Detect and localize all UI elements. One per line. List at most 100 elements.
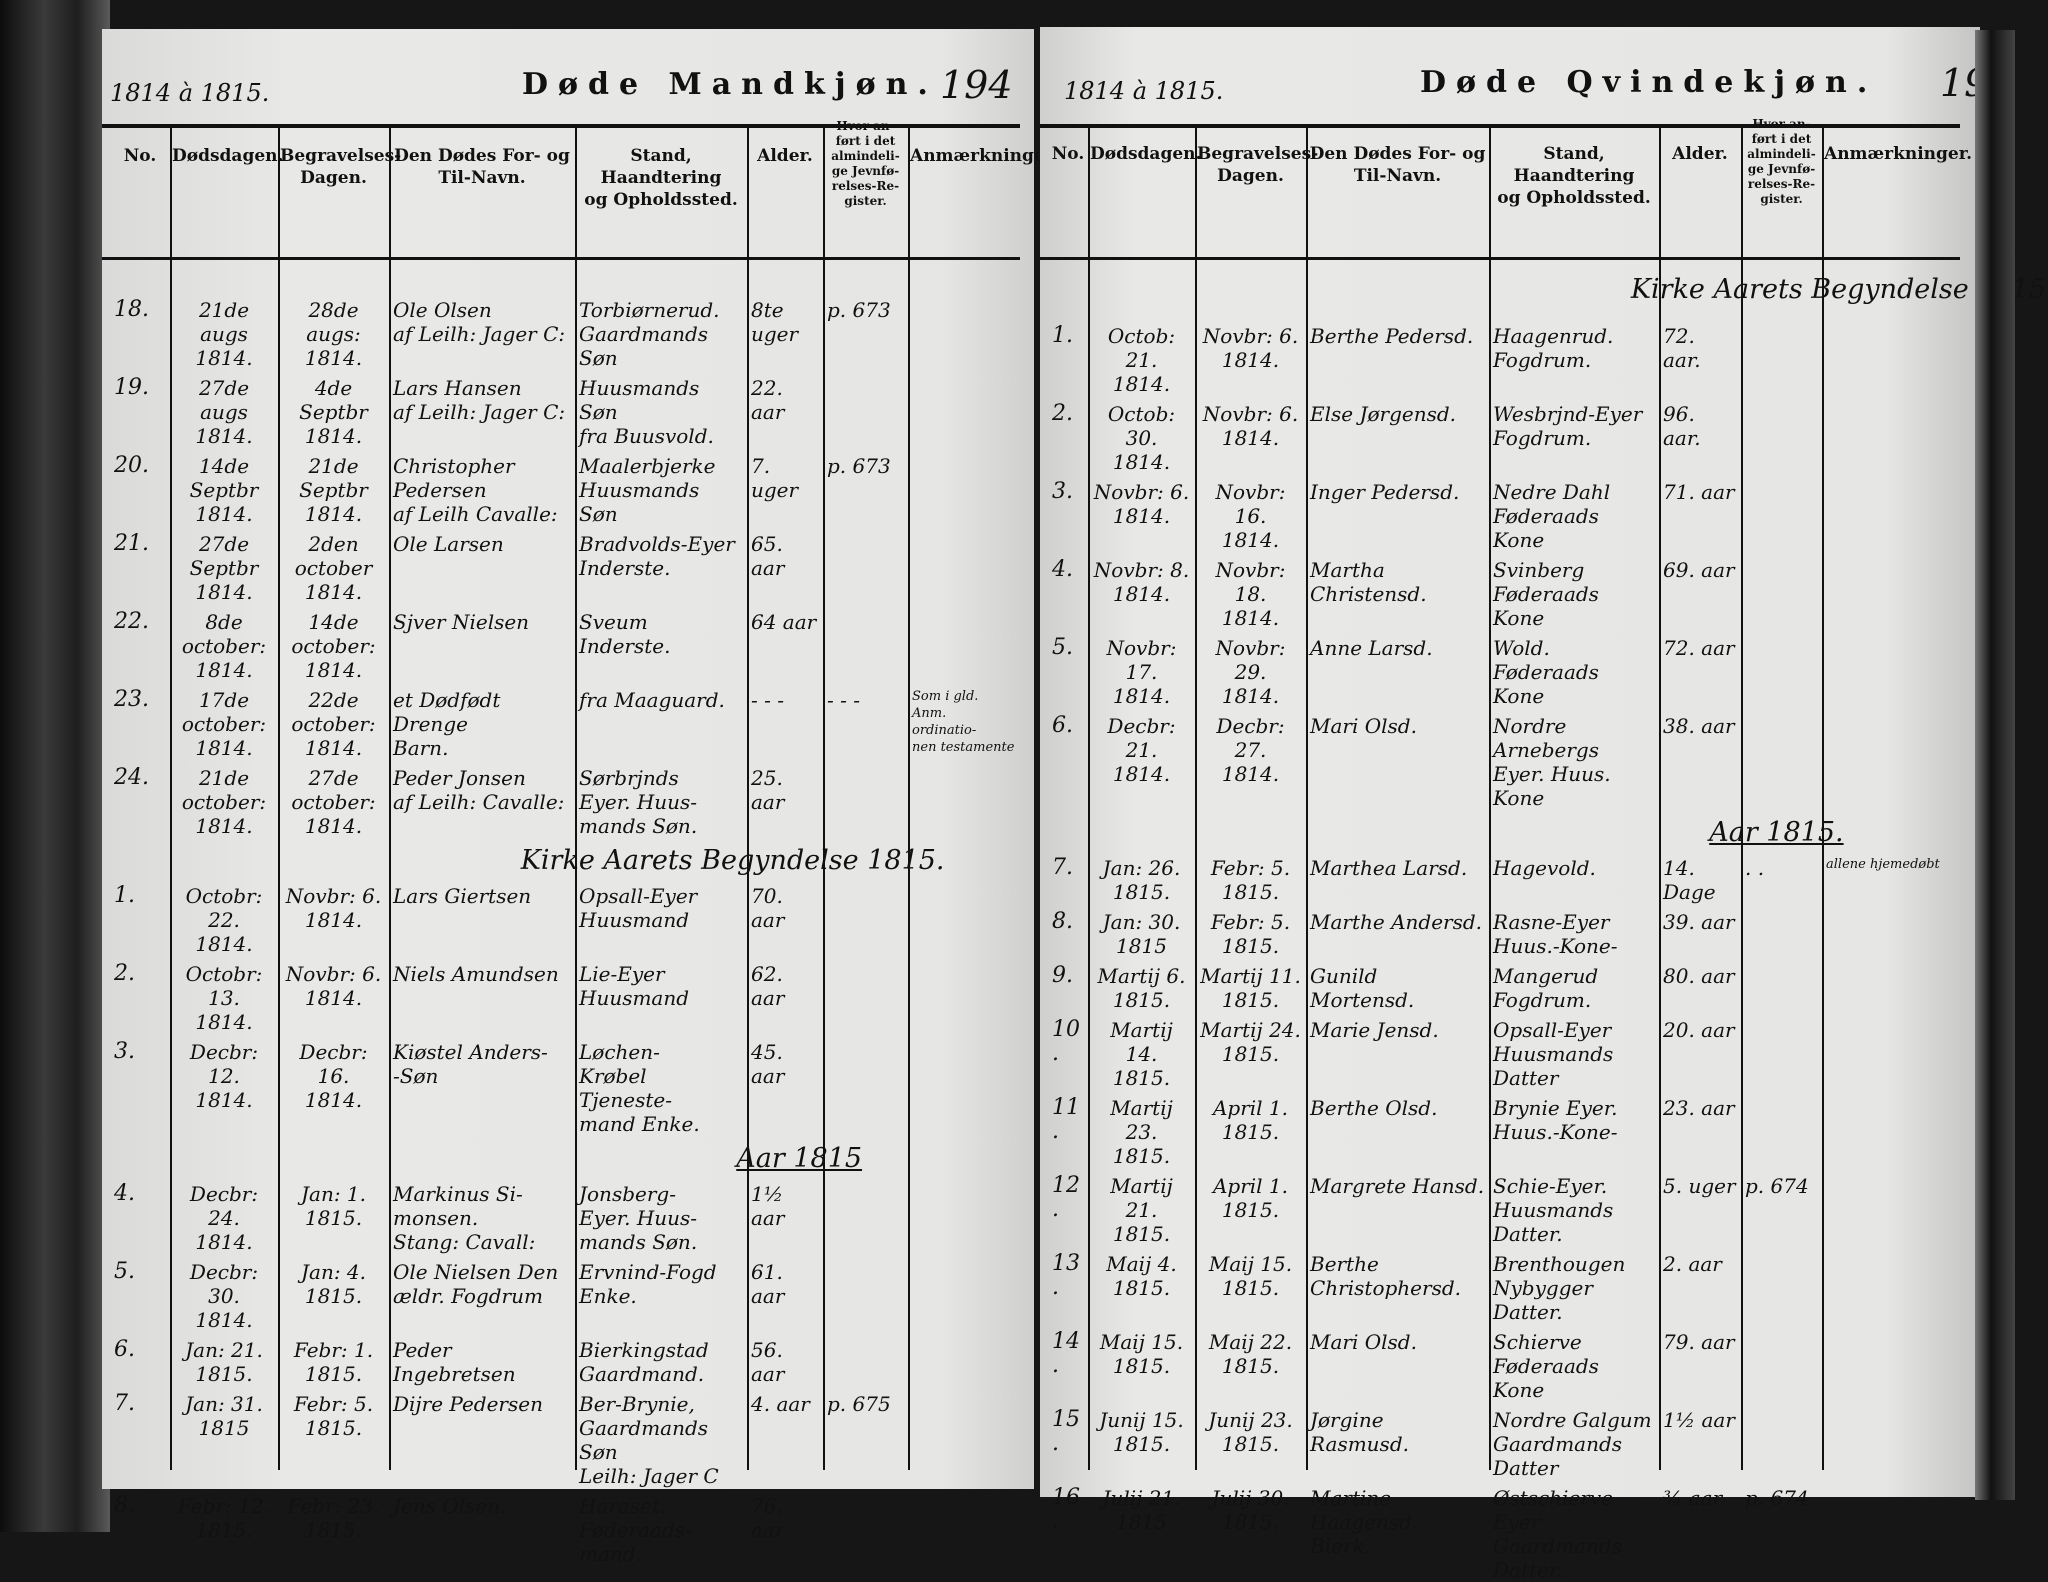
entry-status: Sveum Inderste.	[579, 610, 671, 659]
header-top-rule	[1040, 124, 1960, 128]
entry-no: 10.	[1052, 1017, 1080, 1067]
entry-no: 11.	[1052, 1095, 1080, 1145]
page-title: Døde Qvindekjøn.	[1420, 65, 1878, 100]
entry-no: 16.	[1052, 1485, 1080, 1535]
entry-ref: p. 674	[1745, 1174, 1809, 1199]
entry-death: 8de october: 1814.	[181, 610, 267, 683]
entry-name: Sjver Nielsen	[393, 610, 530, 635]
column-header-no: No.	[123, 146, 157, 166]
entry-death: Martij 21. 1815.	[1110, 1174, 1173, 1247]
entry-age: 61. aar	[751, 1260, 785, 1309]
entry-death: Decbr: 24. 1814.	[189, 1182, 259, 1255]
entry-death: Junij 15. 1815.	[1099, 1408, 1184, 1457]
entry-age: 4. aar	[751, 1392, 810, 1417]
entry-death: Jan: 31. 1815	[185, 1392, 263, 1441]
entry-status: Nordre Galgum Gaardmands Datter	[1493, 1408, 1652, 1481]
entry-no: 23.	[114, 687, 149, 713]
entry-status: Østschierve Eyer Gaardmands Datter.	[1493, 1486, 1623, 1582]
entry-ref: . .	[1745, 856, 1765, 881]
entry-name: Else Jørgensd.	[1310, 402, 1457, 427]
entry-burial: Decbr: 27. 1814.	[1216, 714, 1285, 787]
entry-name: Christopher Pedersen af Leilh Cavalle:	[393, 454, 558, 527]
folio-number: 194	[940, 63, 1013, 107]
column-divider	[908, 124, 910, 1470]
entry-burial: Maij 22. 1815.	[1208, 1330, 1293, 1379]
entry-burial: Jan: 4. 1815.	[301, 1260, 366, 1309]
entry-name: Lars Giertsen	[393, 884, 532, 909]
page-title: Døde Mandkjøn.	[522, 67, 938, 102]
entry-status: Opsall-Eyer Huusmands Datter	[1493, 1018, 1614, 1091]
entry-burial: Martij 11. 1815.	[1200, 964, 1301, 1013]
entry-status: Svinberg Føderaads Kone	[1493, 558, 1599, 631]
entry-death: Octobr: 13. 1814.	[185, 962, 263, 1035]
entry-age: 79. aar	[1663, 1330, 1735, 1355]
column-header-register: Hvor an- ført i det almindeli- ge Jevnfø…	[831, 119, 900, 208]
entry-age: 14. Dage	[1663, 856, 1716, 905]
entry-no: 9.	[1052, 963, 1073, 989]
entry-age: 2. aar	[1663, 1252, 1722, 1277]
entry-status: Nedre Dahl Føderaads Kone	[1493, 480, 1611, 553]
column-header-status: Stand, Haandtering og Opholdssted.	[1497, 144, 1651, 208]
right-page: Døde Qvindekjøn.1814 à 1815.195No.Dødsda…	[1040, 27, 2048, 1582]
entry-age: 64 aar	[751, 610, 817, 635]
entry-no: 3.	[1052, 479, 1073, 505]
entry-name: Ole Nielsen Den ældr. Fogdrum	[393, 1260, 559, 1309]
entry-name: Ole Larsen	[393, 532, 504, 557]
entry-name: Martha Christensd.	[1310, 558, 1427, 607]
entry-death: Maij 4. 1815.	[1106, 1252, 1177, 1301]
entry-status: Opsall-Eyer Huusmand	[579, 884, 698, 933]
entry-name: Peder Jonsen af Leilh: Cavalle:	[393, 766, 565, 815]
entry-ref: p. 673	[827, 454, 891, 479]
entry-status: Wold. Føderaads Kone	[1493, 636, 1599, 709]
entry-name: Margrete Hansd.	[1310, 1174, 1485, 1199]
entry-age: 62. aar	[751, 962, 785, 1011]
entry-burial: Novbr: 6. 1814.	[1202, 324, 1299, 373]
entry-status: Maalerbjerke Huusmands Søn	[579, 454, 716, 527]
entry-ref: p. 674	[1745, 1486, 1809, 1511]
column-divider	[1659, 124, 1661, 1470]
entry-death: 14de Septbr 1814.	[189, 454, 259, 527]
entry-no: 8.	[1052, 909, 1073, 935]
entry-name: Gunild Mortensd.	[1310, 964, 1415, 1013]
entry-no: 20.	[114, 453, 149, 479]
entry-no: 2.	[114, 961, 135, 987]
entry-death: Octob: 30. 1814.	[1107, 402, 1176, 475]
entry-death: Martij 6. 1815.	[1097, 964, 1186, 1013]
entry-age: 69. aar	[1663, 558, 1735, 583]
entry-death: 17de october: 1814.	[181, 688, 267, 761]
entry-no: 7.	[114, 1391, 135, 1417]
entry-death: Novbr: 8. 1814.	[1093, 558, 1190, 607]
entry-status: Rasne-Eyer Huus.-Kone-	[1493, 910, 1618, 959]
column-header-burial-day: Begravelses- Dagen.	[280, 146, 402, 188]
entry-status: Bradvolds-Eyer Inderste.	[579, 532, 735, 581]
entry-name: Lars Hansen af Leilh: Jager C:	[393, 376, 566, 425]
entry-age: 38. aar	[1663, 714, 1735, 739]
entry-status: Mangerud Fogdrum.	[1493, 964, 1599, 1013]
column-header-register: Hvor an- ført i det almindeli- ge Jevnfø…	[1747, 117, 1816, 206]
entry-burial: Novbr: 6. 1814.	[285, 962, 382, 1011]
entry-name: Marthea Larsd.	[1310, 856, 1468, 881]
entry-no: 18.	[114, 297, 149, 323]
entry-burial: Novbr: 6. 1814.	[1202, 402, 1299, 451]
entry-name: Peder Ingebretsen	[393, 1338, 516, 1387]
entry-age: 23. aar	[1663, 1096, 1735, 1121]
entry-name: Markinus Si- monsen. Stang: Cavall:	[393, 1182, 536, 1255]
entry-status: Wesbrjnd-Eyer Fogdrum.	[1493, 402, 1643, 451]
entry-name: Anne Larsd.	[1310, 636, 1433, 661]
entry-status: Schie-Eyer. Huusmands Datter.	[1493, 1174, 1614, 1247]
entry-death: Novbr: 17. 1814.	[1106, 636, 1177, 709]
entry-name: Marthe Andersd.	[1310, 910, 1483, 935]
entry-ref: - - -	[827, 688, 860, 713]
column-header-burial-day: Begravelses- Dagen.	[1197, 144, 1319, 186]
entry-burial: April 1. 1815.	[1212, 1174, 1289, 1223]
entry-age: 7. uger	[751, 454, 799, 503]
entry-burial: Febr: 5. 1815.	[1210, 856, 1291, 905]
column-header-no: No.	[1051, 144, 1085, 164]
entry-age: 96. aar.	[1663, 402, 1701, 451]
entry-no: 6.	[1052, 713, 1073, 739]
entry-no: 13.	[1052, 1251, 1080, 1301]
entry-age: 1½ aar	[1663, 1408, 1735, 1433]
entry-name: Jørgine Rasmusd.	[1310, 1408, 1409, 1457]
entry-name: Berthe Olsd.	[1310, 1096, 1438, 1121]
entry-status: Nordre Arnebergs Eyer. Huus. Kone	[1493, 714, 1611, 811]
